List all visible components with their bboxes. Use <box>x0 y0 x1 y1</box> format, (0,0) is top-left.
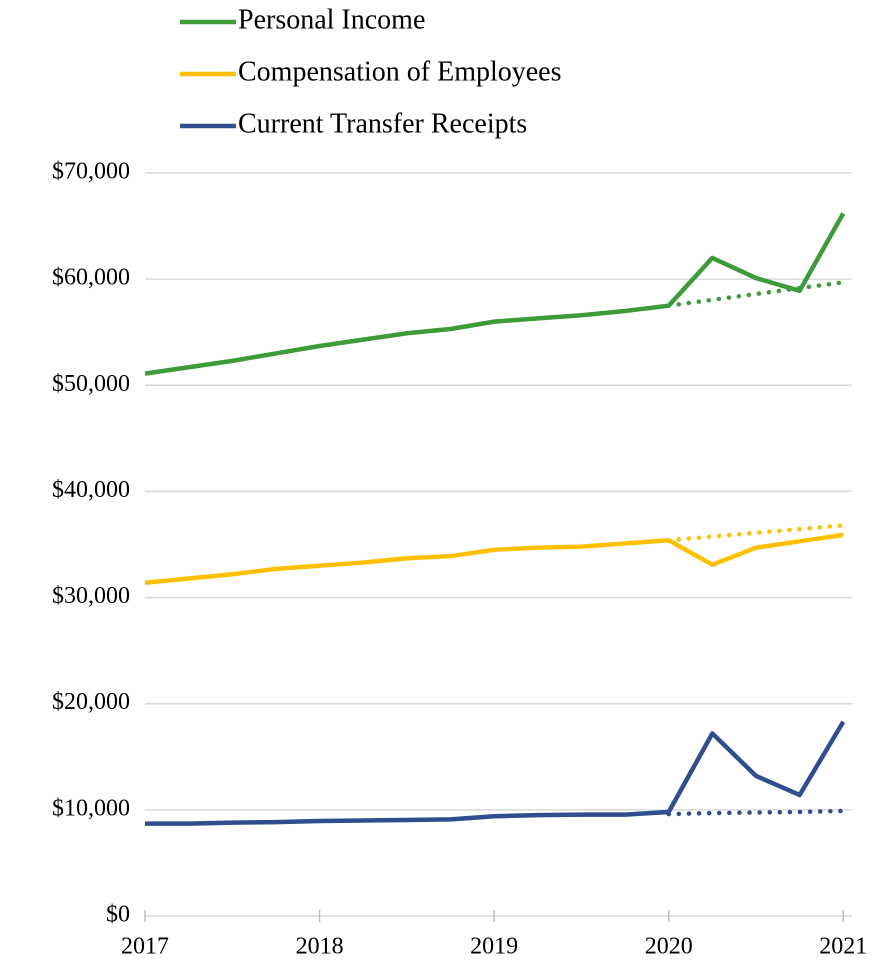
legend-label: Compensation of Employees <box>238 56 562 87</box>
legend-label: Personal Income <box>238 4 425 35</box>
series-line <box>144 212 846 376</box>
legend-label: Current Transfer Receipts <box>238 108 527 139</box>
x-tick-label: 2018 <box>296 934 344 960</box>
x-tick-label: 2017 <box>121 934 169 960</box>
x-tick-label: 2019 <box>470 934 518 960</box>
y-tick-label: $40,000 <box>52 477 130 503</box>
series-line <box>144 532 844 585</box>
y-tick-label: $30,000 <box>52 583 130 609</box>
x-tick-label: 2020 <box>645 934 693 960</box>
y-tick-label: $50,000 <box>52 371 130 397</box>
y-tick-label: $10,000 <box>52 795 130 821</box>
y-tick-label: $20,000 <box>52 689 130 715</box>
y-tick-label: $0 <box>106 902 130 928</box>
trend-line <box>666 808 846 817</box>
series-line <box>145 720 846 826</box>
trend-line <box>666 523 846 543</box>
x-tick-label: 2021 <box>819 934 867 960</box>
trend-line <box>666 280 846 308</box>
y-tick-label: $70,000 <box>52 159 130 185</box>
y-tick-label: $60,000 <box>52 265 130 291</box>
